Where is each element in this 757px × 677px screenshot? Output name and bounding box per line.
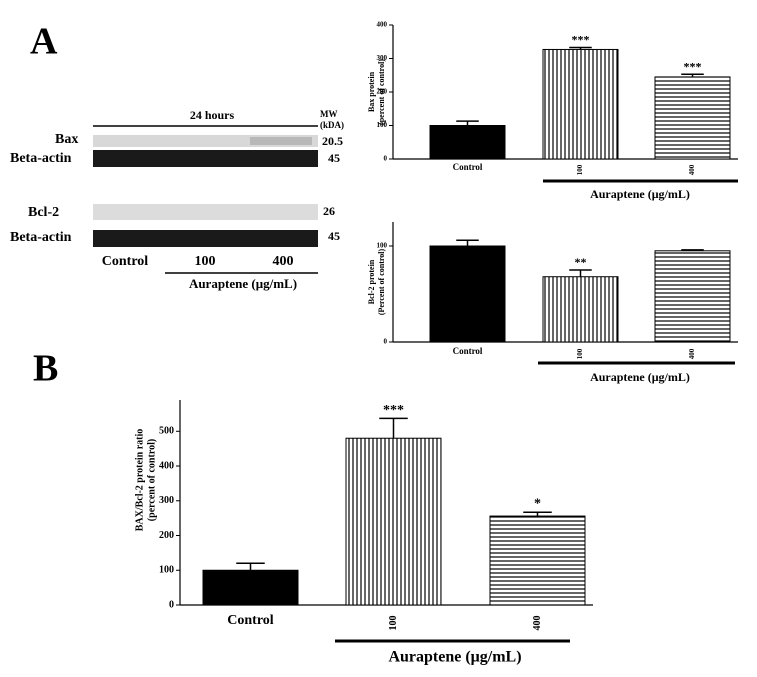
- blot-lane: Control: [102, 254, 149, 269]
- y-tick-label: 0: [169, 599, 174, 610]
- blot-mw: 45: [328, 229, 340, 243]
- bar-chart: 0 100 200 300 400 Bax protein (percent of cont…: [367, 21, 738, 201]
- bar: [429, 125, 506, 160]
- y-axis-label: Bax protein: [367, 71, 376, 112]
- blot-row-label: Beta-actin: [10, 230, 72, 245]
- mw-header: (kDA): [320, 120, 344, 130]
- blot-row-label: Beta-actin: [10, 151, 72, 166]
- group-label: Auraptene (μg/mL): [590, 187, 690, 201]
- error-bar: [236, 562, 265, 571]
- x-tick-label: 100: [576, 164, 584, 175]
- error-bar: [681, 249, 704, 251]
- blot-row-label: Bcl-2: [28, 205, 59, 220]
- x-tick-label: Control: [453, 162, 483, 172]
- mw-header: MW: [320, 109, 338, 119]
- blot-lane: 100: [195, 254, 216, 269]
- bar: [345, 437, 442, 606]
- group-label: Auraptene (μg/mL): [388, 649, 521, 666]
- y-tick-label: 0: [384, 155, 388, 163]
- bar: [489, 515, 586, 606]
- bar: [654, 76, 731, 160]
- x-tick-label: 100: [388, 616, 399, 631]
- y-tick-label: 100: [377, 121, 388, 129]
- blot-header: 24 hours: [190, 108, 235, 122]
- significance-label: ***: [684, 59, 702, 73]
- error-bar: [681, 73, 704, 77]
- significance-label: ***: [572, 33, 590, 47]
- error-bar: [379, 417, 408, 439]
- y-tick-label: 100: [377, 242, 388, 250]
- x-tick-label: 400: [532, 616, 543, 631]
- bar: [542, 276, 619, 343]
- significance-label: *: [534, 497, 541, 512]
- bar: [202, 569, 299, 606]
- y-axis-label: Bcl-2 protein: [367, 259, 376, 304]
- blot-band: [93, 204, 318, 220]
- blot-mw: 20.5: [322, 134, 343, 148]
- bar: [429, 245, 506, 343]
- blot-treatment: Auraptene (μg/mL): [189, 276, 297, 291]
- bar-chart: 0 100 Bcl-2 protein (Percent of control) Con…: [367, 222, 738, 384]
- y-tick-label: 300: [377, 54, 388, 62]
- error-bar: [456, 239, 479, 246]
- x-tick-label: Control: [453, 346, 483, 356]
- error-bar: [456, 120, 479, 126]
- y-tick-label: 200: [159, 530, 174, 541]
- blot-lane: 400: [273, 254, 294, 269]
- x-tick-label: 400: [688, 348, 696, 359]
- blot-band: [93, 150, 318, 167]
- blot-band: [250, 137, 312, 145]
- x-tick-label: 100: [576, 348, 584, 359]
- error-bar: [523, 511, 552, 517]
- western-blot: 24 hours MW (kDA) Bax 20.5 Beta-actin 45…: [10, 108, 344, 291]
- panel-label: A: [30, 21, 58, 63]
- x-tick-label: Control: [227, 613, 274, 628]
- panel-label: B: [33, 348, 58, 390]
- y-tick-label: 500: [159, 426, 174, 437]
- bar: [654, 250, 731, 343]
- y-tick-label: 0: [384, 338, 388, 346]
- x-tick-label: 400: [688, 164, 696, 175]
- y-tick-label: 100: [159, 565, 174, 576]
- y-axis-label: (percent of control): [377, 59, 386, 125]
- blot-row-label: Bax: [55, 132, 78, 147]
- blot-mw: 45: [328, 151, 340, 165]
- significance-label: **: [575, 255, 587, 269]
- error-bar: [569, 46, 592, 50]
- y-tick-label: 300: [159, 495, 174, 506]
- error-bar: [569, 269, 592, 277]
- blot-band: [93, 230, 318, 247]
- bar-chart: 0 100 200 300 400 500 BAX/Bcl-2 protein ratio(…: [134, 400, 593, 666]
- y-tick-label: 400: [159, 460, 174, 471]
- blot-mw: 26: [323, 204, 335, 218]
- y-axis-label: (percent of control): [146, 439, 157, 521]
- y-tick-label: 400: [377, 21, 388, 29]
- y-tick-label: 200: [377, 88, 388, 96]
- group-label: Auraptene (μg/mL): [590, 370, 690, 384]
- significance-label: ***: [383, 403, 404, 418]
- y-axis-label: BAX/Bcl-2 protein ratio: [134, 429, 145, 532]
- bar: [542, 48, 619, 160]
- y-axis-label: (Percent of control): [377, 248, 386, 315]
